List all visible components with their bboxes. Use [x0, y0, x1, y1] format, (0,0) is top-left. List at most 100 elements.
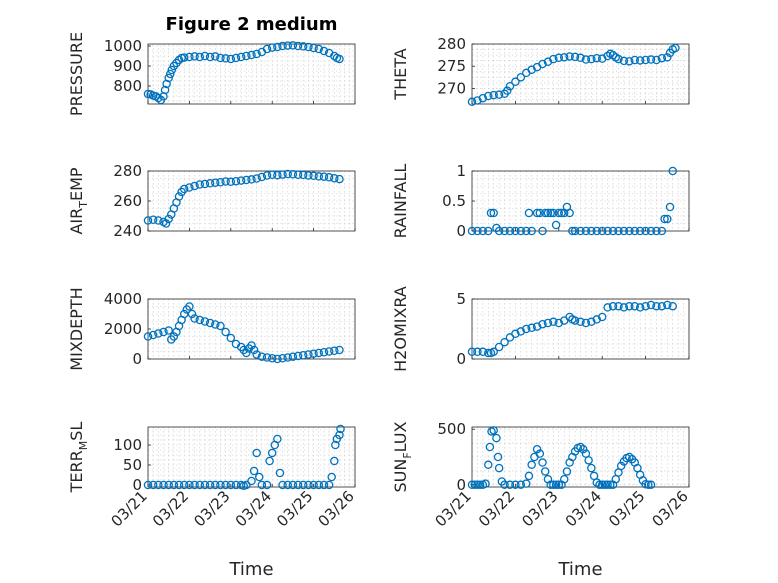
data-point — [527, 323, 536, 333]
data-point — [226, 177, 236, 187]
data-point — [584, 456, 593, 465]
data-point — [335, 174, 344, 184]
data-point — [473, 347, 482, 357]
data-point — [549, 208, 558, 218]
data-point — [619, 226, 629, 236]
data-point — [619, 303, 629, 312]
x-tick-label: 03/24 — [562, 487, 605, 530]
data-point — [657, 226, 667, 236]
y-tick-label: 0 — [456, 222, 466, 240]
data-point — [600, 480, 610, 490]
y-tick-label: 1 — [456, 162, 466, 180]
data-point — [267, 170, 277, 179]
axes-frame — [471, 426, 690, 488]
data-point — [257, 172, 267, 182]
data-point — [608, 226, 618, 236]
data-point — [185, 52, 194, 62]
data-point — [283, 41, 292, 50]
data-point — [319, 347, 329, 357]
data-point — [485, 442, 495, 452]
data-point — [467, 97, 477, 107]
data-point — [174, 480, 184, 490]
y-tick-label: 0 — [456, 350, 466, 368]
data-point — [226, 480, 236, 490]
data-point — [257, 480, 267, 490]
data-point — [309, 43, 318, 53]
grid — [147, 44, 356, 104]
data-point — [278, 41, 287, 51]
data-point — [494, 226, 504, 236]
data-point — [489, 426, 498, 435]
data-point — [143, 216, 153, 225]
data-point — [576, 317, 585, 327]
data-point — [226, 333, 236, 343]
grid — [471, 298, 690, 360]
data-point — [581, 226, 591, 236]
data-point — [247, 476, 256, 486]
data-point — [221, 480, 230, 490]
x-tick-label: 03/26 — [649, 487, 692, 530]
data-point — [486, 208, 496, 218]
data-point — [304, 42, 313, 52]
data-point — [652, 226, 661, 236]
data-point — [630, 55, 640, 65]
data-point — [554, 318, 564, 328]
grid — [471, 170, 690, 232]
data-point — [231, 53, 241, 63]
data-point — [216, 177, 225, 187]
x-axis-label: Time — [557, 559, 602, 580]
y-tick-label: 800 — [113, 77, 142, 95]
data-point — [641, 301, 650, 311]
y-tick-label: 275 — [437, 57, 466, 75]
data-point — [592, 226, 602, 236]
x-tick-label: 03/25 — [605, 487, 648, 530]
data-point — [273, 42, 282, 52]
data-point — [330, 173, 339, 183]
y-tick-label: 0 — [132, 350, 142, 368]
data-point — [484, 460, 493, 470]
y-tick-label: 280 — [437, 35, 466, 53]
data-point — [267, 448, 277, 458]
data-point — [467, 480, 477, 490]
data-point — [516, 327, 526, 336]
x-tick-label: 03/21 — [108, 487, 151, 530]
data-point — [200, 179, 210, 189]
y-axis-label: H2OMIXRA — [391, 286, 410, 372]
data-point — [597, 226, 607, 236]
data-point — [511, 77, 520, 87]
data-point — [652, 55, 661, 65]
data-point — [538, 226, 547, 236]
data-point — [657, 301, 667, 311]
data-point — [554, 480, 564, 490]
data-point — [154, 93, 163, 103]
data-point — [288, 170, 298, 179]
data-point — [169, 480, 179, 490]
data-point — [538, 59, 547, 69]
data-point — [568, 226, 577, 236]
data-point — [668, 301, 677, 311]
data-point — [267, 353, 277, 363]
data-point — [473, 226, 482, 236]
data-point — [505, 226, 515, 236]
data-point — [330, 346, 339, 355]
y-axis-label: MIXDEPTH — [67, 287, 86, 370]
data-point — [275, 468, 285, 478]
data-point — [265, 456, 274, 466]
data-point — [489, 208, 498, 218]
data-point — [236, 52, 246, 62]
data-point — [511, 480, 520, 490]
data-point — [576, 53, 585, 63]
data-point — [493, 452, 503, 462]
data-point — [273, 170, 282, 180]
data-point — [481, 479, 490, 488]
data-point — [247, 50, 256, 60]
data-point — [484, 226, 493, 236]
data-point — [298, 42, 308, 51]
data-point — [324, 173, 334, 182]
panel-sun-flux: 0 500 03/21 03/22 03/23 03/24 03/25 03/26 SUNFLU… — [391, 420, 692, 580]
data-point — [576, 442, 585, 452]
data-point — [252, 49, 261, 59]
data-point — [205, 480, 215, 490]
data-point — [195, 180, 204, 189]
data-point — [522, 324, 531, 334]
